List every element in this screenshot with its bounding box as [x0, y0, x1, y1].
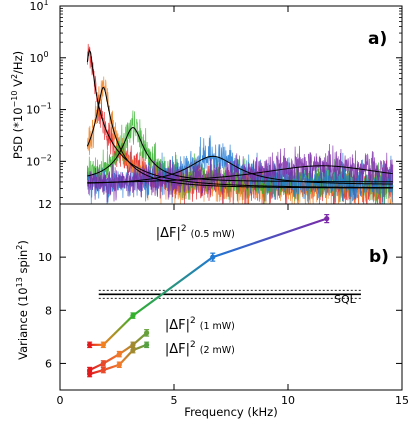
- psd-fit-curves: [86, 49, 393, 189]
- data-point: [130, 342, 136, 348]
- data-point: [144, 330, 150, 336]
- data-point: [87, 371, 93, 377]
- data-point: [116, 362, 122, 368]
- xtick-label: 0: [57, 394, 64, 407]
- psd-fit-2: [86, 86, 393, 189]
- series-segment: [102, 314, 134, 346]
- panel-a-psd: 101 100 10−1 10−2 a) PSD (*10−10 V2/Hz): [10, 0, 403, 205]
- series-segment: [102, 353, 120, 365]
- series-0.5-mw: [87, 214, 330, 349]
- annotation-label: |ΔF|2 (2 mW): [165, 340, 235, 357]
- series-2-mw: [87, 341, 150, 378]
- panel-b-annotations: |ΔF|2 (0.5 mW) |ΔF|2 (1 mW) |ΔF|2 (2 mW): [156, 224, 235, 357]
- data-point: [144, 342, 150, 348]
- xtick-label: 10: [281, 394, 295, 407]
- panel-b-ylabel-exp1: 13: [15, 277, 24, 287]
- sql-label: SQL: [334, 293, 357, 306]
- psd-fit-1: [86, 49, 393, 189]
- ytick-label-a: 10−1: [26, 102, 52, 117]
- series-segment: [102, 363, 120, 372]
- data-point: [87, 342, 93, 348]
- panel-b-ylabel: Variance (1013 spin2): [15, 240, 30, 360]
- panel-a-ylabel-mid: V: [11, 79, 25, 91]
- ytick-label-b: 6: [45, 357, 52, 370]
- panel-b-xlabel: Frequency (kHz): [184, 405, 277, 419]
- data-point: [116, 351, 122, 357]
- panel-b-ylabel-exp2: 2: [15, 245, 24, 250]
- psd-trace-5: [87, 143, 394, 204]
- panel-a-ylabel: PSD (*10−10 V2/Hz): [10, 51, 25, 159]
- data-point: [100, 342, 106, 348]
- panel-b-ylabel-main: Variance (10: [16, 287, 30, 359]
- panel-a-ticks: 101 100 10−1 10−2: [26, 0, 403, 198]
- panel-a-ylabel-exp2: 2: [10, 74, 19, 79]
- annotation-label: |ΔF|2 (1 mW): [165, 316, 235, 333]
- ytick-label-b: 10: [38, 251, 52, 264]
- series-segment: [132, 256, 214, 317]
- series-segment: [212, 217, 328, 259]
- panel-b-ticks: 0 5 10 15 6 8 10 12: [38, 198, 409, 407]
- panel-a-ylabel-main: PSD (*10: [11, 107, 25, 159]
- panel-a-label: a): [368, 29, 387, 49]
- series-segment: [118, 343, 134, 356]
- data-point: [100, 367, 106, 373]
- panel-b-ylabel-mid: spin: [16, 250, 30, 277]
- ytick-label-a: 100: [29, 50, 48, 65]
- ytick-label-b: 8: [45, 304, 52, 317]
- data-point: [210, 254, 216, 260]
- series-segment: [132, 332, 148, 346]
- data-point: [324, 216, 330, 222]
- panel-a-ylabel-exp1: −10: [10, 91, 19, 108]
- panel-b-ylabel-end: ): [16, 240, 30, 245]
- panel-b-frame: [59, 203, 403, 391]
- xtick-label: 15: [395, 394, 409, 407]
- panel-b-label: b): [369, 247, 389, 267]
- data-point: [130, 313, 136, 319]
- xtick-label: 5: [171, 394, 178, 407]
- ytick-label-a: 101: [29, 0, 48, 13]
- psd-traces: [87, 43, 394, 205]
- psd-fit-5: [87, 165, 393, 184]
- data-point: [130, 347, 136, 353]
- series-1-mw: [87, 329, 150, 374]
- variance-series: [87, 214, 330, 378]
- psd-fit-3: [87, 127, 393, 183]
- sql-reference: [98, 289, 361, 299]
- ytick-label-b: 12: [38, 198, 52, 211]
- data-point: [100, 360, 106, 367]
- psd-fit-4: [87, 155, 393, 185]
- annotation-label: |ΔF|2 (0.5 mW): [156, 224, 235, 241]
- panel-a-ylabel-end: /Hz): [11, 51, 25, 74]
- ytick-label-a: 10−2: [26, 153, 52, 168]
